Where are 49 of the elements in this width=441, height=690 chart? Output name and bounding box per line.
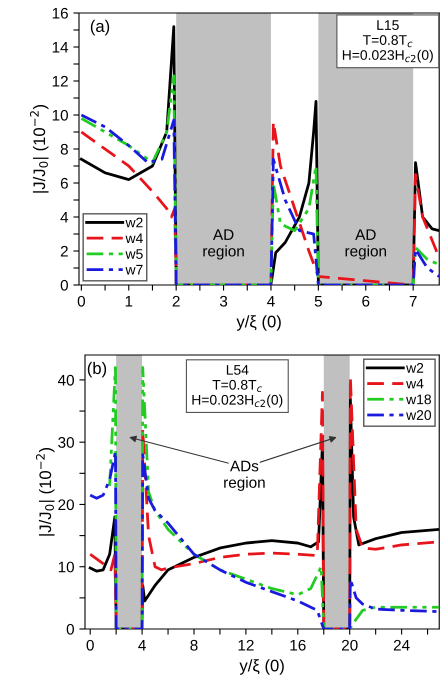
y-tick-label: 6 (60, 178, 68, 189)
x-tick-label: 6 (362, 296, 370, 307)
band-label: AD region (203, 229, 244, 260)
x-tick-label: 1 (126, 296, 132, 306)
x-tick-label: 0 (86, 640, 94, 651)
x-tick-label: 12 (238, 640, 254, 650)
y-tick-label: 20 (58, 499, 74, 510)
legend-label: w2 (406, 363, 424, 373)
y-tick-label: 2 (60, 246, 68, 257)
y-tick-label: 40 (58, 374, 74, 386)
legend-label: w4 (126, 233, 143, 244)
x-tick-label: 24 (394, 640, 410, 650)
x-tick-label: 3 (220, 296, 228, 307)
y-axis-title: |J/J$_{0}$| (10$^{−2}$) (30, 105, 49, 193)
y-tick-label: 0 (60, 280, 68, 291)
annotation: L54 T=0.8T$_{c}$ H=0.023H$_{c2}$(0) (192, 365, 282, 408)
x-tick-label: 7 (410, 296, 417, 306)
line-series (88, 450, 440, 629)
annotation: ADs region (224, 460, 265, 491)
y-tick-label: 0 (66, 624, 74, 635)
annotation: (b) (88, 362, 106, 378)
legend-label: w4 (406, 378, 424, 388)
y-tick-label: 30 (58, 437, 74, 448)
y-tick-label: 10 (58, 562, 74, 572)
x-tick-label: 5 (314, 296, 322, 307)
x-axis-title: y/ξ (0) (239, 659, 284, 675)
x-tick-label: 4 (267, 296, 275, 306)
y-axis-title: |J/J$_{0}$| (10$^{−2}$) (36, 448, 55, 536)
annotation: L15 T=0.8T$_{c}$ H=0.023H$_{c2}$(0) (342, 20, 433, 63)
x-tick-label: 2 (172, 296, 180, 306)
band-label: AD region (346, 229, 386, 260)
legend-label: w18 (406, 394, 431, 404)
y-tick-label: 16 (52, 8, 68, 19)
x-tick-label: 8 (190, 640, 198, 651)
legend-label: w20 (406, 410, 432, 420)
legend-label: w2 (126, 218, 143, 228)
y-tick-label: 10 (52, 110, 68, 121)
y-tick-label: 14 (52, 42, 68, 53)
x-tick-label: 0 (78, 296, 86, 307)
y-tick-label: 12 (52, 76, 68, 87)
legend-label: w7 (126, 264, 143, 274)
y-tick-label: 4 (60, 212, 68, 223)
x-tick-label: 4 (138, 640, 146, 650)
annotation: (a) (90, 20, 110, 36)
x-tick-label: 20 (342, 640, 358, 651)
x-axis-title: y/ξ (0) (236, 315, 281, 331)
y-tick-label: 8 (60, 144, 68, 155)
legend-label: w5 (126, 249, 143, 259)
x-tick-label: 16 (290, 640, 306, 651)
